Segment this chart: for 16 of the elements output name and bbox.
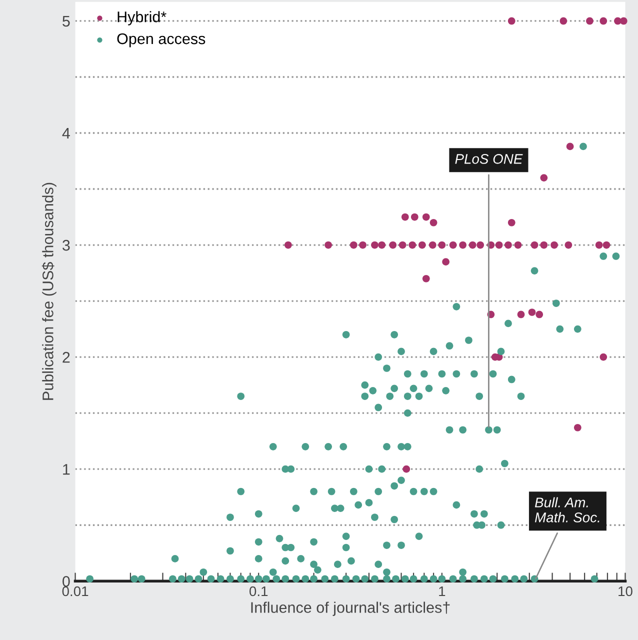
- legend-label: Hybrid*: [118, 11, 166, 26]
- y-tick-label: 3: [62, 240, 70, 251]
- x-axis-title: Influence of journal's articles†: [251, 602, 450, 616]
- annotation: PLoS ONE: [455, 154, 523, 164]
- y-tick-label: 5: [62, 16, 70, 27]
- x-tick-label: 0.1: [249, 586, 268, 596]
- x-tick-label: 10: [618, 586, 632, 596]
- annotation: Bull. Am. Math. Soc.: [534, 497, 600, 522]
- y-tick-label: 1: [63, 464, 70, 475]
- legend-label: Open access: [117, 33, 206, 48]
- x-tick-label: 1: [439, 586, 446, 596]
- x-tick-label: 0.01: [62, 586, 88, 596]
- y-axis-title: Publication fee (US$ thousands): [42, 182, 56, 400]
- y-tick-label: 0: [62, 576, 70, 587]
- y-tick-label: 2: [62, 352, 70, 363]
- y-tick-label: 4: [62, 128, 70, 139]
